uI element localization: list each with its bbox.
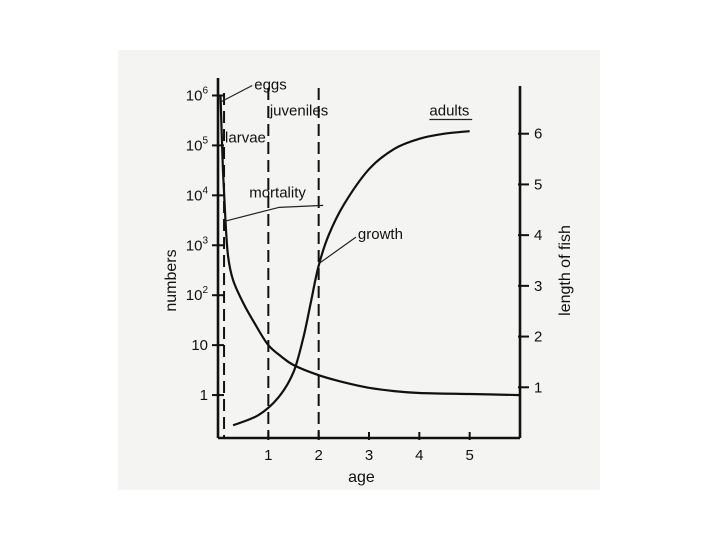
left-tick-label-100: 102 <box>186 285 209 304</box>
right-tick-label-6: 6 <box>534 126 542 143</box>
annotation-larvae: larvae <box>225 129 266 146</box>
left-tick-label-1000000: 106 <box>186 85 209 104</box>
x-tick-label-2: 2 <box>314 447 322 464</box>
right-tick-label-3: 3 <box>534 278 542 295</box>
x-tick-label-3: 3 <box>365 447 373 464</box>
annotation-juveniles: juveniles <box>269 102 328 119</box>
left-tick-label-10000: 104 <box>186 185 209 204</box>
right-tick-label-5: 5 <box>534 176 542 193</box>
right-tick-label-1: 1 <box>534 379 542 396</box>
right-axis-title: length of fish <box>557 225 574 316</box>
annotation-eggs: eggs <box>254 76 287 93</box>
annotation-growth: growth <box>358 226 403 243</box>
annotation-mortality: mortality <box>249 184 306 201</box>
stage-dividers <box>223 88 320 438</box>
left-tick-label-10: 10 <box>191 337 208 354</box>
left-tick-label-100000: 105 <box>186 135 209 154</box>
left-tick-label-1: 1 <box>200 387 208 404</box>
series-line-mortality <box>219 95 521 397</box>
mortality-pointer <box>223 204 324 223</box>
left-axis-title: numbers <box>163 249 180 311</box>
x-tick-label-4: 4 <box>415 447 423 464</box>
right-tick-label-4: 4 <box>534 227 542 244</box>
x-tick-label-5: 5 <box>465 447 473 464</box>
x-axis-title: age <box>348 469 375 486</box>
labels-group: age numbers length of fish eggs larvaejuveni… <box>163 76 574 486</box>
growth-pointer <box>319 236 357 264</box>
eggs-pointer <box>221 84 253 103</box>
x-tick-label-1: 1 <box>264 447 272 464</box>
fish-life-history-chart: 1 10 102 103 104 105 106 1 2 3 4 5 6 1 2 3 4 5 age numbers… <box>163 76 574 486</box>
series-line-growth <box>232 130 470 427</box>
left-tick-label-1000: 103 <box>186 235 209 254</box>
series-group <box>219 95 521 427</box>
right-tick-label-2: 2 <box>534 329 542 346</box>
annotation-adults: adults <box>429 102 469 119</box>
chart-canvas: 1 10 102 103 104 105 106 1 2 3 4 5 6 1 2 3 4 5 age numbers… <box>118 50 600 490</box>
